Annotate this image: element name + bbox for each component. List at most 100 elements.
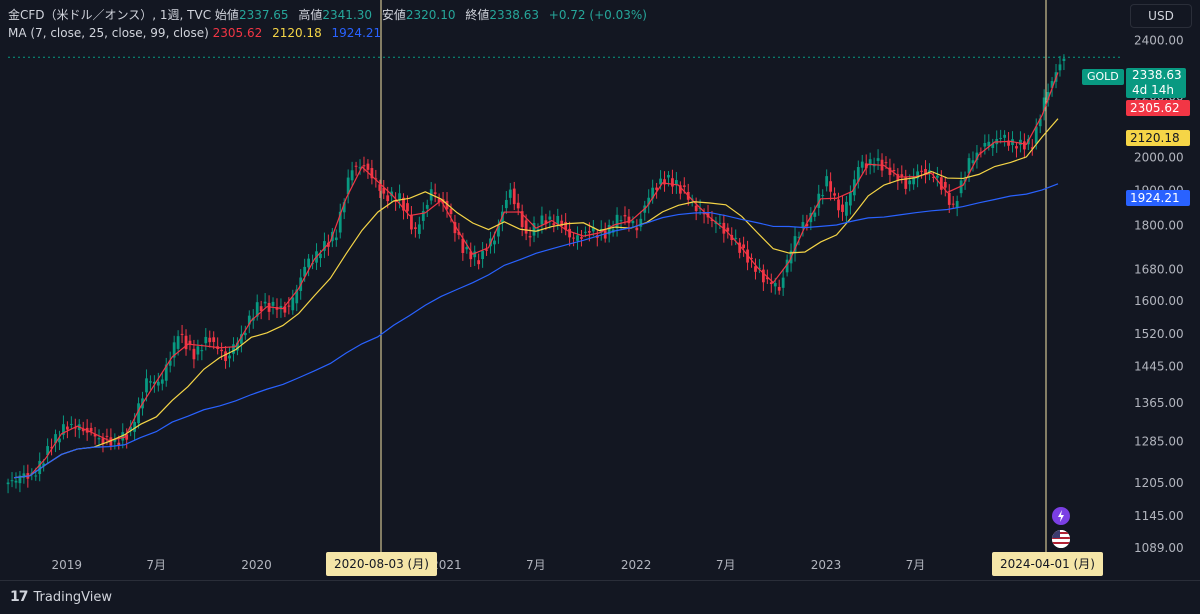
brand-name: TradingView <box>33 589 113 605</box>
candle-body <box>939 177 943 190</box>
candle-body <box>916 171 919 179</box>
candle-body <box>694 205 698 212</box>
candle-body <box>888 167 892 175</box>
candle-body <box>469 251 473 260</box>
candle-body <box>1015 146 1018 149</box>
candle-body <box>1050 81 1054 88</box>
candle-body <box>97 438 101 440</box>
price-tick-label: 1680.00 <box>1134 263 1184 277</box>
candle-body <box>615 214 619 229</box>
candle-body <box>821 195 825 197</box>
candle-body <box>259 306 263 311</box>
price-tick-label: 2400.00 <box>1134 34 1184 48</box>
candle-body <box>682 185 686 187</box>
ma99-value: 1924.21 <box>331 26 382 40</box>
candle-body <box>647 197 651 205</box>
candle-body <box>947 192 951 205</box>
candle-body <box>508 189 512 198</box>
candle-body <box>520 211 524 228</box>
candle-body <box>528 236 532 238</box>
candle-body <box>346 177 350 195</box>
candle-body <box>327 242 330 247</box>
candle-body <box>125 434 129 440</box>
candle-body <box>987 141 991 147</box>
candle-body <box>623 215 627 217</box>
candle-body <box>192 348 196 360</box>
candle-body <box>781 277 785 288</box>
candle-body <box>232 344 235 354</box>
candle-body <box>1038 118 1042 127</box>
candle-body <box>133 421 136 432</box>
candle-body <box>382 187 386 194</box>
candle-body <box>504 199 508 209</box>
symbol-title[interactable]: 金CFD（米ドル／オンス）, 1週, TVC <box>8 8 212 22</box>
candle-body <box>619 220 623 222</box>
candle-body <box>773 283 777 287</box>
candle-body <box>991 143 995 149</box>
high-value: 2341.30 <box>322 8 373 22</box>
candle-body <box>845 201 848 216</box>
candle-body <box>497 225 500 237</box>
candle-body <box>955 201 959 209</box>
candle-body <box>1007 140 1010 146</box>
close-value: 2338.63 <box>489 8 539 22</box>
candle-body <box>437 198 441 203</box>
symbol-legend-row: 金CFD（米ドル／オンス）, 1週, TVC 始値2337.65 高値2341.… <box>8 6 653 24</box>
us-flag-event-icon[interactable] <box>1052 530 1070 548</box>
tradingview-logo[interactable]: 𝟭𝟳 TradingView <box>10 589 112 605</box>
ma7-price-badge: 2305.62 <box>1126 100 1190 116</box>
candle-body <box>552 223 556 226</box>
candle-body <box>892 169 896 171</box>
candle-body <box>544 220 548 224</box>
candle-body <box>176 336 180 349</box>
candle-body <box>433 192 437 194</box>
price-tick-label: 1800.00 <box>1134 218 1184 232</box>
candle-body <box>769 282 773 285</box>
candle-body <box>69 423 73 425</box>
candle-body <box>809 212 813 223</box>
candle-body <box>908 180 912 185</box>
candle-body <box>801 222 805 229</box>
time-tick-label: 7月 <box>906 558 926 572</box>
candle-body <box>386 195 390 202</box>
candle-body <box>1023 141 1026 150</box>
candle-body <box>14 480 18 483</box>
candle-body <box>936 175 939 178</box>
ma25-price-badge: 2120.18 <box>1126 130 1190 146</box>
candle-body <box>42 463 46 467</box>
low-value: 2320.10 <box>405 8 456 22</box>
candle-body <box>627 216 631 224</box>
candle-body <box>481 250 484 260</box>
candle-body <box>588 231 591 233</box>
candle-body <box>1019 139 1022 145</box>
candle-body <box>655 187 658 190</box>
candle-body <box>319 253 322 259</box>
candle-body <box>129 426 133 431</box>
candle-body <box>220 349 223 352</box>
candle-body <box>580 237 583 239</box>
time-tick-label: 2021 <box>431 558 462 572</box>
crosshair-date-badge-2: 2024-04-01 (月) <box>992 552 1103 576</box>
candle-body <box>599 229 603 233</box>
candle-body <box>485 249 488 251</box>
candle-body <box>841 204 844 212</box>
candle-body <box>493 240 496 245</box>
ma-indicator-label[interactable]: MA (7, close, 25, close, 99, close) <box>8 26 209 40</box>
lightning-event-icon[interactable] <box>1052 507 1070 525</box>
currency-button[interactable]: USD <box>1130 4 1192 28</box>
close-label: 終値 <box>465 8 490 22</box>
candle-body <box>338 211 342 233</box>
candle-body <box>421 210 425 221</box>
candle-body <box>678 185 682 194</box>
price-tick-label: 1285.00 <box>1134 435 1184 449</box>
candle-body <box>959 180 963 194</box>
candle-body <box>279 306 283 310</box>
candle-body <box>184 335 188 350</box>
ma-legend-row: MA (7, close, 25, close, 99, close) 2305… <box>8 24 653 42</box>
candle-body <box>607 224 611 235</box>
candle-body <box>742 244 745 248</box>
candle-body <box>54 434 57 444</box>
candle-body <box>754 266 757 272</box>
candle-body <box>785 259 789 273</box>
